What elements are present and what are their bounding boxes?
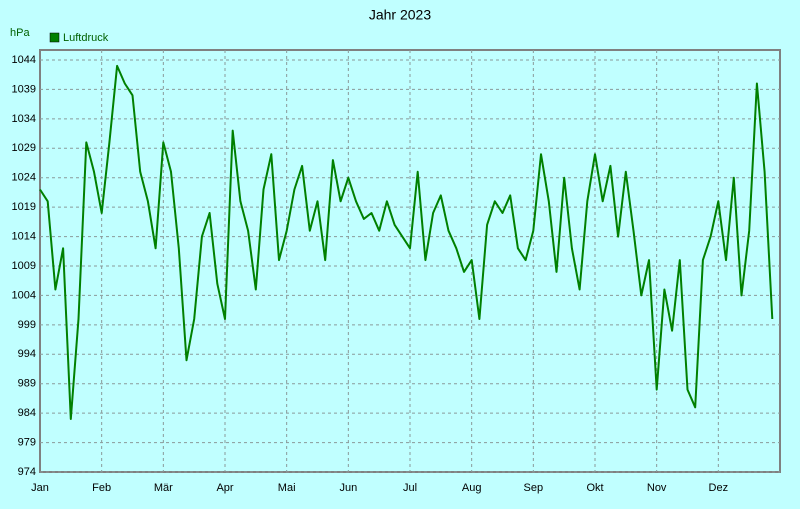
y-axis-label: hPa	[10, 27, 30, 39]
y-tick-label: 1024	[12, 172, 36, 184]
x-tick-label: Mär	[154, 482, 173, 494]
x-tick-label: Nov	[647, 482, 667, 494]
y-tick-label: 994	[18, 348, 36, 360]
y-tick-label: 1004	[12, 289, 36, 301]
y-tick-label: 1044	[12, 54, 36, 66]
y-tick-label: 979	[18, 436, 36, 448]
chart-title: Jahr 2023	[369, 7, 431, 23]
x-tick-label: Jan	[31, 482, 49, 494]
data-line	[39, 64, 774, 420]
legend-swatch	[49, 32, 60, 43]
x-tick-label: Jul	[403, 482, 417, 494]
legend-label: Luftdruck	[63, 32, 109, 44]
y-tick-label: 1009	[12, 260, 36, 272]
y-tick-label: 1019	[12, 201, 36, 213]
x-tick-label: Jun	[339, 482, 357, 494]
x-tick-label: Dez	[709, 482, 729, 494]
x-tick-label: Feb	[92, 482, 111, 494]
y-tick-label: 984	[18, 407, 36, 419]
y-tick-label: 1014	[12, 230, 36, 242]
y-tick-label: 974	[18, 466, 36, 478]
x-tick-label: Mai	[278, 482, 296, 494]
y-tick-label: 999	[18, 319, 36, 331]
x-tick-label: Aug	[462, 482, 482, 494]
y-tick-label: 1029	[12, 142, 36, 154]
x-tick-label: Sep	[524, 482, 544, 494]
y-tick-label: 1039	[12, 83, 36, 95]
y-tick-label: 989	[18, 378, 36, 390]
x-tick-label: Apr	[216, 482, 233, 494]
y-tick-label: 1034	[12, 113, 36, 125]
x-tick-label: Okt	[586, 482, 603, 494]
